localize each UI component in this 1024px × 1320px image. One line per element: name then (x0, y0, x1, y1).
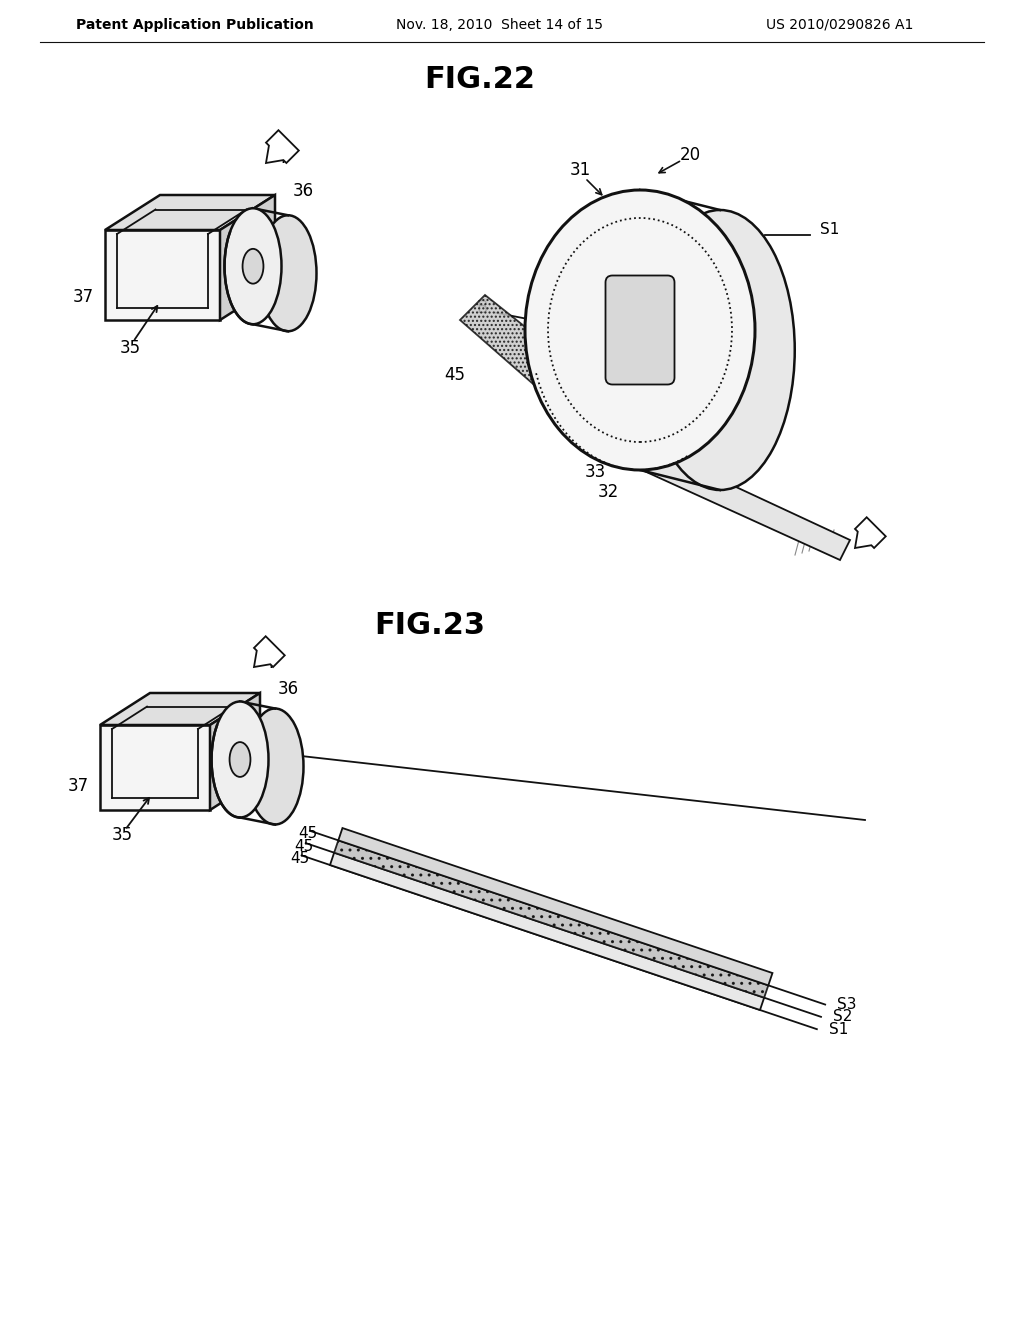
FancyBboxPatch shape (605, 276, 675, 384)
Text: 36: 36 (278, 681, 299, 698)
Polygon shape (266, 131, 299, 162)
Text: 35: 35 (120, 339, 140, 356)
Ellipse shape (212, 701, 268, 817)
Text: 36: 36 (293, 182, 313, 201)
Polygon shape (210, 693, 260, 810)
Text: 33: 33 (585, 463, 605, 480)
Text: FIG.22: FIG.22 (425, 66, 536, 95)
Text: Patent Application Publication: Patent Application Publication (76, 18, 314, 32)
Ellipse shape (259, 215, 316, 331)
Polygon shape (100, 693, 260, 725)
Text: Y: Y (278, 149, 289, 168)
Text: B: B (476, 300, 487, 317)
Text: 37: 37 (68, 777, 88, 795)
Polygon shape (100, 725, 210, 810)
Ellipse shape (247, 709, 303, 825)
Polygon shape (105, 230, 220, 319)
Text: US 2010/0290826 A1: US 2010/0290826 A1 (766, 18, 913, 32)
Polygon shape (334, 841, 768, 998)
Text: 20: 20 (680, 147, 700, 164)
Polygon shape (220, 195, 275, 319)
Polygon shape (105, 195, 275, 230)
Ellipse shape (229, 742, 251, 777)
Text: S2: S2 (834, 1010, 853, 1024)
Text: 32: 32 (597, 483, 618, 502)
Ellipse shape (525, 190, 755, 470)
Text: S1: S1 (820, 223, 840, 238)
Text: Y: Y (868, 535, 878, 552)
Ellipse shape (243, 249, 263, 284)
Text: 45: 45 (299, 826, 317, 841)
Text: S1: S1 (829, 1022, 849, 1036)
Text: 31: 31 (569, 161, 591, 180)
Text: S3: S3 (838, 997, 857, 1012)
Polygon shape (620, 440, 850, 560)
Text: 45: 45 (444, 366, 466, 384)
Text: Nov. 18, 2010  Sheet 14 of 15: Nov. 18, 2010 Sheet 14 of 15 (396, 18, 603, 32)
Text: 35: 35 (112, 826, 132, 843)
Text: FIG.23: FIG.23 (375, 610, 485, 639)
Text: 45: 45 (295, 838, 313, 854)
Polygon shape (460, 294, 655, 459)
Text: 45: 45 (291, 851, 309, 866)
Polygon shape (338, 828, 772, 985)
Polygon shape (254, 636, 285, 667)
Text: Y: Y (265, 653, 276, 672)
Ellipse shape (645, 210, 795, 490)
Polygon shape (330, 853, 764, 1010)
Ellipse shape (224, 209, 282, 325)
Text: 37: 37 (73, 289, 93, 306)
Polygon shape (855, 517, 886, 548)
